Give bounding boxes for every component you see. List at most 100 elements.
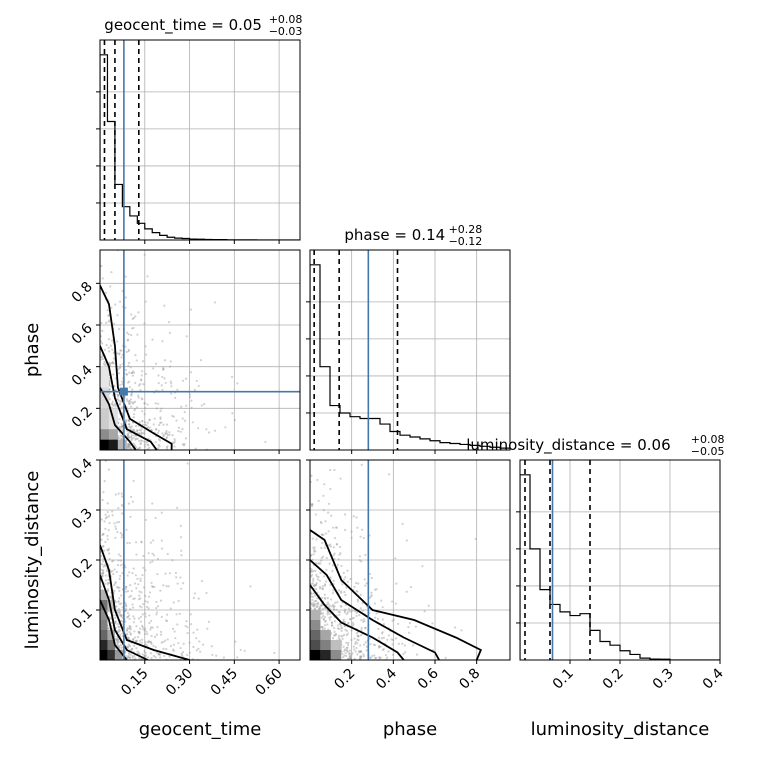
sample-point — [365, 582, 368, 585]
sample-point — [144, 569, 147, 572]
sample-point — [146, 656, 150, 659]
sample-point — [362, 653, 365, 656]
sample-point — [231, 412, 234, 415]
sample-point — [339, 622, 342, 626]
sample-point — [131, 638, 135, 641]
sample-point — [320, 604, 323, 607]
sample-point — [134, 446, 137, 449]
sample-point — [360, 629, 363, 632]
sample-point — [141, 360, 145, 363]
sample-point — [138, 428, 141, 432]
sample-point — [338, 627, 341, 631]
sample-point — [132, 370, 135, 373]
sample-point — [136, 650, 139, 653]
sample-point — [109, 363, 112, 366]
sample-point — [333, 552, 336, 555]
sample-point — [162, 368, 165, 371]
sample-point — [332, 546, 336, 549]
sample-point — [314, 583, 317, 586]
sample-point — [130, 394, 133, 397]
sample-point — [347, 607, 350, 610]
sample-point — [112, 322, 116, 325]
sample-point — [125, 633, 128, 636]
sample-point — [127, 637, 130, 640]
sample-point — [110, 361, 114, 364]
sample-point — [310, 602, 313, 605]
sample-point — [129, 428, 132, 431]
sample-point — [103, 348, 106, 352]
sample-point — [236, 382, 239, 385]
sample-point — [102, 533, 105, 536]
sample-point — [130, 393, 133, 396]
sample-point — [148, 418, 151, 422]
sample-point — [141, 613, 144, 616]
sample-point — [189, 371, 192, 374]
sample-point — [317, 499, 320, 502]
sample-point — [163, 654, 166, 657]
sample-point — [310, 505, 314, 508]
sample-point — [352, 645, 355, 648]
sample-point — [384, 653, 387, 657]
sample-point — [119, 300, 122, 303]
sample-point — [177, 430, 180, 433]
sample-point — [319, 607, 322, 610]
sample-point — [100, 554, 103, 558]
sample-point — [146, 641, 149, 644]
sample-point — [139, 579, 142, 583]
sample-point — [329, 543, 332, 546]
sample-point — [112, 351, 115, 355]
sample-point — [333, 557, 336, 561]
sample-point — [115, 638, 118, 641]
sample-point — [137, 384, 141, 387]
sample-point — [193, 592, 197, 595]
sample-point — [414, 625, 418, 628]
sample-point — [382, 636, 385, 639]
sample-point — [144, 345, 147, 348]
density-cell — [100, 650, 108, 660]
sample-point — [127, 502, 131, 505]
sample-point — [329, 545, 332, 548]
sample-point — [118, 597, 121, 600]
sample-point — [340, 605, 343, 608]
sample-point — [131, 388, 134, 391]
sample-point — [189, 613, 192, 616]
sample-point — [310, 604, 313, 607]
sample-point — [177, 599, 180, 603]
sample-point — [130, 425, 133, 428]
sample-point — [362, 654, 366, 658]
sample-point — [169, 607, 172, 610]
density-cell — [100, 439, 109, 450]
sample-point — [408, 621, 411, 625]
sample-point — [149, 626, 153, 629]
sample-point — [109, 344, 113, 347]
sample-point — [172, 649, 175, 652]
sample-point — [353, 657, 356, 660]
density-cell — [114, 650, 123, 660]
sample-point — [146, 421, 149, 424]
sample-point — [141, 370, 144, 373]
sample-point — [126, 646, 130, 649]
sample-point — [315, 605, 319, 608]
sample-point — [117, 628, 121, 631]
sample-point — [109, 595, 112, 599]
sample-point — [119, 629, 122, 632]
sample-point — [327, 530, 330, 533]
sample-point — [118, 353, 121, 356]
sample-point — [152, 644, 155, 647]
sample-point — [326, 623, 329, 626]
sample-point — [105, 344, 108, 347]
sample-point — [115, 639, 118, 642]
sample-point — [184, 377, 188, 380]
sample-point — [130, 434, 133, 437]
sample-point — [356, 598, 359, 601]
sample-point — [136, 577, 139, 581]
sample-point — [320, 625, 324, 628]
sample-point — [101, 277, 104, 280]
sample-point — [120, 422, 123, 426]
sample-point — [156, 557, 160, 561]
sample-point — [343, 648, 347, 651]
sample-point — [148, 595, 151, 598]
sample-point — [387, 473, 391, 476]
sample-point — [170, 392, 173, 395]
sample-point — [353, 637, 356, 640]
